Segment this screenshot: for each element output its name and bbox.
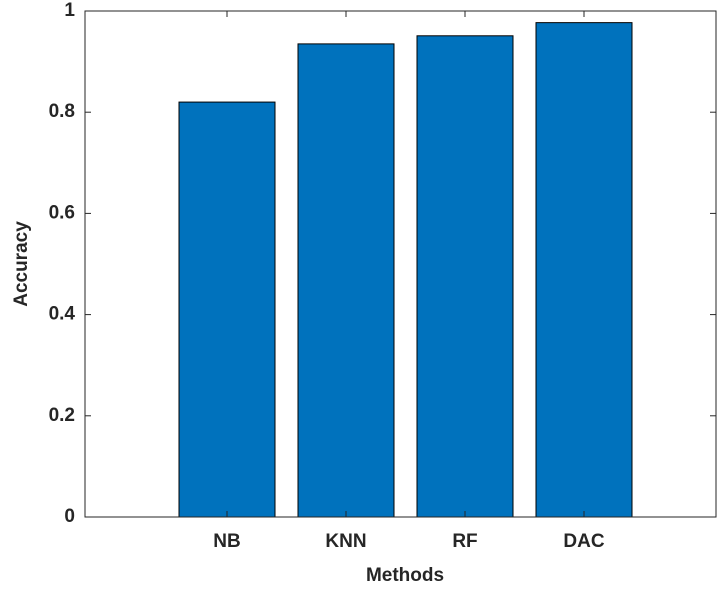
y-tick-label: 1 — [64, 0, 75, 21]
y-tick-label: 0 — [64, 506, 75, 527]
y-tick-label: 0.4 — [49, 304, 76, 325]
bar — [416, 35, 514, 518]
bar — [297, 43, 395, 518]
x-tick-label: DAC — [563, 531, 604, 552]
bar — [535, 22, 633, 518]
y-tick-label: 0.6 — [49, 202, 75, 223]
x-axis-label: Methods — [366, 565, 444, 586]
x-tick-label: KNN — [325, 531, 366, 552]
y-tick-label: 0.8 — [49, 101, 75, 122]
x-tick-label: NB — [213, 531, 240, 552]
bar — [178, 101, 276, 518]
y-tick-label: 0.2 — [49, 405, 75, 426]
axes-box — [84, 10, 717, 518]
x-tick-label: RF — [452, 531, 477, 552]
y-axis-label: Accuracy — [11, 221, 32, 307]
